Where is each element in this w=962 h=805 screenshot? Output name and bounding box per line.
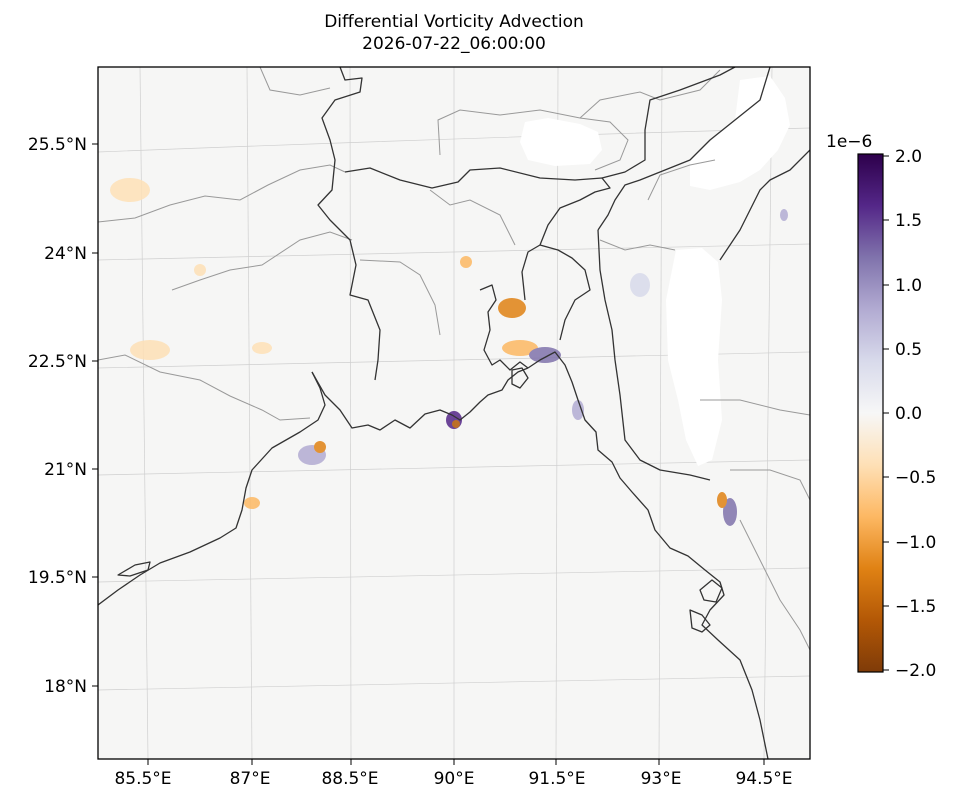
colorbar-tick-label: 1.0	[895, 276, 922, 296]
colorbar-tick-label: −0.5	[895, 468, 936, 488]
state-boundary	[437, 109, 629, 171]
colorbar-tick-label: −1.5	[895, 597, 936, 617]
map-title-line2: 2026-07-22_06:00:00	[362, 34, 546, 54]
anomaly-negative	[314, 441, 326, 453]
anomaly-negative	[130, 340, 170, 360]
coastlines-borders	[98, 67, 810, 759]
anomaly-negative	[452, 420, 460, 428]
lat-tick-label: 25.5°N	[28, 135, 87, 155]
division-boundary	[429, 189, 516, 246]
colorbar-tick-marks	[883, 155, 889, 671]
anomaly-negative	[502, 340, 538, 356]
state-boundary	[579, 69, 721, 119]
state-boundary	[739, 519, 810, 651]
colorbar-tick-label: 2.0	[895, 147, 922, 167]
lon-tick-marks	[147, 759, 765, 765]
map-title: Differential Vorticity Advection 2026-07…	[98, 11, 810, 55]
island-bhola	[511, 367, 529, 389]
anomaly-positive	[723, 498, 737, 526]
colorbar-tick-label: −2.0	[895, 661, 936, 681]
division-boundary	[359, 259, 441, 336]
missing-region-assam	[690, 76, 790, 190]
anomaly-negative	[717, 492, 727, 508]
state-boundary	[730, 469, 810, 501]
coastline-sundarbans	[311, 367, 529, 431]
lat-tick-label: 22.5°N	[28, 352, 87, 372]
anomaly-negative	[498, 298, 526, 318]
map-title-line1: Differential Vorticity Advection	[324, 12, 584, 32]
border-assam	[597, 67, 771, 231]
lat-tick-label: 19.5°N	[28, 568, 87, 588]
island-ramree	[699, 579, 723, 603]
coastline-india-east	[98, 371, 326, 606]
graticule	[98, 67, 810, 759]
border-mizoram	[597, 229, 711, 481]
missing-region-shillong	[520, 118, 602, 166]
anomaly-positive	[529, 347, 561, 363]
anomaly-negative	[194, 264, 206, 276]
lon-tick-label: 87°E	[230, 769, 271, 789]
parallel-21	[98, 459, 810, 476]
lon-tick-label: 93°E	[641, 769, 682, 789]
border-north-east	[601, 67, 736, 179]
state-boundary	[647, 159, 716, 201]
colorbar: 1e−6 2.0 1.5 1.0 0.5 0.0 −0.5 −1.0 −1.5 …	[826, 132, 936, 681]
missing-region-chin-hills	[666, 248, 722, 466]
state-boundary	[98, 164, 346, 223]
lat-tick-label: 24°N	[44, 244, 87, 264]
parallel-24	[98, 243, 810, 261]
state-boundary	[98, 354, 311, 421]
border-myanmar-north	[719, 149, 810, 261]
anomaly-positive	[630, 273, 650, 297]
coastline-meghna-estuary	[479, 284, 529, 371]
colorbar-tick-label: −1.0	[895, 533, 936, 553]
meridian-87	[246, 67, 253, 759]
coastline-chittagong-arakan	[527, 351, 769, 759]
anomaly-positive	[780, 209, 788, 221]
anomaly-negative	[460, 256, 472, 268]
meridian-88-5	[349, 67, 352, 759]
state-boundary	[171, 231, 353, 291]
anomaly-negative	[244, 497, 260, 509]
state-boundary	[700, 399, 810, 416]
state-boundary	[259, 67, 331, 96]
lon-tick-label: 85.5°E	[114, 769, 171, 789]
map-area	[98, 67, 810, 759]
anomaly-negative	[252, 342, 272, 354]
colorbar-tick-label: 1.5	[895, 211, 922, 231]
state-boundary	[599, 239, 676, 251]
border-india-bangladesh-west	[317, 67, 381, 381]
lon-tick-label: 90°E	[434, 769, 475, 789]
lon-tick-label: 88.5°E	[321, 769, 378, 789]
admin-boundaries	[98, 67, 810, 651]
lat-tick-label: 21°N	[44, 460, 87, 480]
border-tripura	[539, 244, 591, 341]
meridian-91-5	[555, 67, 559, 759]
colorbar-tick-label: 0.0	[895, 404, 922, 424]
missing-data-regions	[520, 76, 790, 466]
lat-tick-label: 18°N	[44, 677, 87, 697]
lon-tick-label: 94.5°E	[735, 769, 792, 789]
colorbar-tick-label: 0.5	[895, 340, 922, 360]
anomaly-positive	[572, 400, 584, 420]
meridian-94-5	[763, 67, 773, 759]
colorbar-gradient	[857, 153, 884, 673]
lake-chilika	[117, 561, 151, 577]
parallel-25-5	[98, 127, 810, 153]
lon-tick-label: 91.5°E	[528, 769, 585, 789]
colorbar-exponent: 1e−6	[826, 132, 872, 152]
anomaly-negative	[110, 178, 150, 202]
island-cheduba	[689, 609, 711, 633]
lat-tick-marks	[92, 143, 98, 687]
meridian-93	[658, 67, 663, 759]
